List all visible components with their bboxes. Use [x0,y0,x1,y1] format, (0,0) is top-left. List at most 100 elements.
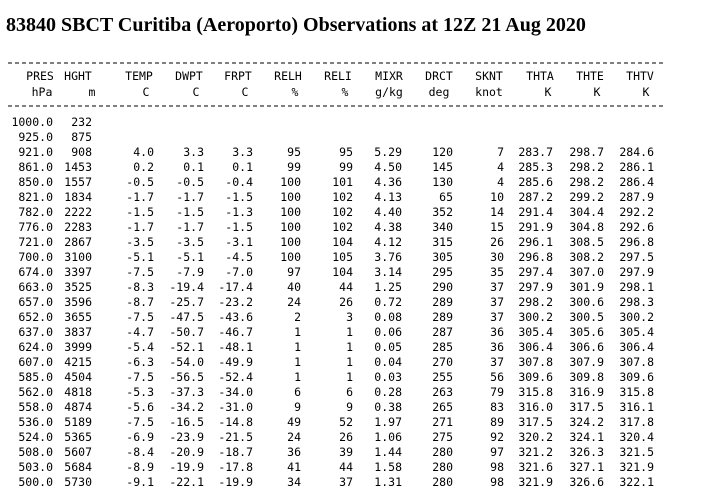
table-cell: 265 [432,400,453,414]
table-cell: 3.3 [183,145,204,159]
table-cell: -1.5 [225,190,253,204]
column-header: RELI [324,69,352,83]
table-cell: 289 [432,310,453,324]
table-cell: 83 [490,400,504,414]
table-cell: 30 [490,250,504,264]
table-cell: 100 [280,190,301,204]
table-cell: 4.12 [374,235,402,249]
table-cell: 287 [432,325,453,339]
table-cell: -1.7 [176,190,204,204]
table-cell: -19.4 [169,280,204,294]
table-cell: 37 [490,355,504,369]
table-cell: -20.9 [169,445,204,459]
table-cell: 97 [490,445,504,459]
table-cell: 309.6 [518,370,553,384]
table-cell: 26 [339,295,353,309]
table-cell: 324.1 [569,430,604,444]
table-cell: 2283 [64,220,92,234]
table-cell: 875 [71,130,92,144]
table-cell: 782.0 [18,205,53,219]
table-cell: 908 [71,145,92,159]
table-cell: 3397 [64,265,92,279]
table-cell: 299.2 [569,190,604,204]
table-cell: 100 [280,175,301,189]
table-cell: -4.5 [225,250,253,264]
table-cell: 4.50 [374,160,402,174]
table-cell: 298.2 [518,295,553,309]
table-cell: 306.4 [619,340,654,354]
table-cell: 37 [339,475,353,489]
table-cell: -1.5 [225,220,253,234]
table-cell: -1.5 [176,205,204,219]
table-cell: 300.5 [569,310,604,324]
table-cell: 15 [490,220,504,234]
table-cell: 0.38 [374,400,402,414]
table-cell: 287.9 [619,190,654,204]
table-cell: -7.5 [126,415,154,429]
table-cell: 95 [287,145,301,159]
table-cell: 6 [346,385,353,399]
table-cell: 3655 [64,310,92,324]
table-cell: 5189 [64,415,92,429]
table-cell: 280 [432,475,453,489]
table-cell: 3100 [64,250,92,264]
table-cell: 100 [280,235,301,249]
table-cell: 104 [332,235,353,249]
table-cell: 305.4 [619,325,654,339]
column-header: TEMP [125,69,153,83]
table-cell: 316.0 [518,400,553,414]
table-cell: 7 [497,145,504,159]
table-cell: 130 [432,175,453,189]
table-cell: 0.1 [183,160,204,174]
table-cell: 300.2 [619,310,654,324]
table-cell: 36 [287,445,301,459]
table-cell: -4.7 [126,325,154,339]
table-cell: 49 [287,415,301,429]
table-cell: 283.7 [518,145,553,159]
column-unit: K [643,85,650,99]
table-cell: 9 [346,400,353,414]
table-cell: -37.3 [169,385,204,399]
table-cell: 315 [432,235,453,249]
table-cell: 624.0 [18,340,53,354]
table-cell: 275 [432,430,453,444]
table-cell: 352 [432,205,453,219]
table-cell: 145 [432,160,453,174]
table-cell: 296.1 [518,235,553,249]
table-cell: 1 [346,370,353,384]
table-cell: 307.0 [569,265,604,279]
table-cell: -43.6 [218,310,253,324]
column-unit: % [342,85,349,99]
table-cell: 321.5 [619,445,654,459]
table-cell: 99 [339,160,353,174]
table-cell: 0.03 [374,370,402,384]
table-cell: 300.2 [518,310,553,324]
table-cell: 316.9 [569,385,604,399]
table-cell: 271 [432,415,453,429]
table-cell: 263 [432,385,453,399]
table-cell: -23.2 [218,295,253,309]
table-cell: 286.1 [619,160,654,174]
table-cell: 298.3 [619,295,654,309]
table-cell: 255 [432,370,453,384]
table-cell: -7.9 [176,265,204,279]
table-cell: -6.9 [126,430,154,444]
table-cell: 3999 [64,340,92,354]
table-cell: 291.9 [518,220,553,234]
table-cell: -47.5 [169,310,204,324]
table-cell: 102 [332,205,353,219]
table-cell: 39 [339,445,353,459]
table-cell: 37 [490,280,504,294]
table-cell: 9 [294,400,301,414]
table-cell: 0.72 [374,295,402,309]
table-cell: 26 [490,235,504,249]
table-cell: 309.8 [569,370,604,384]
column-unit: g/kg [375,85,403,99]
table-cell: 1453 [64,160,92,174]
table-cell: 340 [432,220,453,234]
table-cell: 307.8 [619,355,654,369]
table-cell: 36 [490,325,504,339]
column-unit: m [89,85,96,99]
table-cell: 280 [432,460,453,474]
table-cell: 316.1 [619,400,654,414]
